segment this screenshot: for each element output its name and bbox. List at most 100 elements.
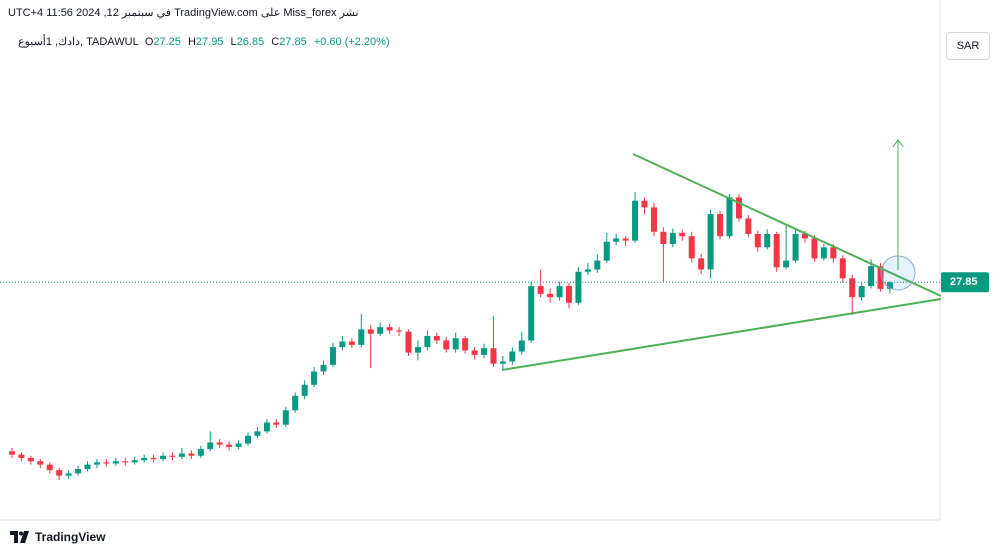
last-price-box bbox=[941, 272, 989, 293]
candle-body bbox=[348, 341, 355, 345]
candle-body bbox=[575, 271, 582, 303]
low-value: 26.85 bbox=[236, 36, 265, 48]
ohlc-letter: O bbox=[144, 36, 154, 48]
open-value: 27.25 bbox=[153, 36, 181, 48]
candle-body bbox=[443, 340, 450, 350]
candle-body bbox=[178, 453, 185, 457]
candle-body bbox=[292, 395, 299, 411]
candle-body bbox=[745, 218, 752, 235]
candle-body bbox=[707, 214, 714, 270]
candle-body bbox=[792, 234, 799, 261]
candle-body bbox=[839, 258, 846, 279]
candle-body bbox=[216, 442, 223, 445]
candle-body bbox=[122, 461, 129, 463]
last-price-label: 27.85 bbox=[950, 276, 978, 288]
legend: دادك, 1أسبوع, TADAWUL O27.25 H27.95 L26.… bbox=[18, 35, 394, 48]
candle-body bbox=[188, 453, 195, 456]
candle-body bbox=[141, 457, 148, 461]
candle-body bbox=[263, 422, 270, 432]
candle-body bbox=[641, 200, 648, 208]
ohlc-letter: C bbox=[271, 36, 280, 48]
candle-body bbox=[603, 241, 610, 261]
candle-body bbox=[27, 457, 34, 462]
candle-body bbox=[150, 457, 157, 460]
candle-body bbox=[735, 197, 742, 219]
candle-body bbox=[56, 470, 63, 476]
candle-body bbox=[518, 340, 525, 352]
candle-body bbox=[254, 431, 261, 436]
candle-body bbox=[18, 454, 25, 458]
candle-body bbox=[282, 410, 289, 425]
candle-body bbox=[698, 258, 705, 270]
candle-body bbox=[499, 361, 506, 364]
candle-body bbox=[886, 282, 893, 289]
candle-body bbox=[37, 461, 44, 465]
candle-body bbox=[830, 247, 837, 259]
candle-body bbox=[245, 435, 252, 444]
candle-body bbox=[490, 348, 497, 364]
candle-body bbox=[46, 464, 53, 471]
candle-body bbox=[868, 266, 875, 287]
candle-body bbox=[424, 336, 431, 348]
candle-body bbox=[820, 247, 827, 259]
candle-body bbox=[679, 232, 686, 237]
candle-body bbox=[481, 348, 488, 355]
candle-body bbox=[858, 286, 865, 298]
candle-body bbox=[717, 214, 724, 237]
candle-body bbox=[509, 351, 516, 362]
candle-body bbox=[669, 232, 676, 244]
candle-body bbox=[301, 384, 308, 396]
candle-body bbox=[660, 231, 667, 244]
candle-body bbox=[329, 347, 336, 365]
candle-body bbox=[367, 329, 374, 334]
candle-body bbox=[273, 422, 280, 425]
symbol: دادك, 1أسبوع, TADAWUL bbox=[18, 36, 139, 48]
candle-body bbox=[386, 327, 393, 331]
candle-body bbox=[358, 329, 365, 345]
currency-button[interactable]: SAR bbox=[946, 32, 990, 60]
candle-body bbox=[320, 364, 327, 372]
candle-body bbox=[471, 350, 478, 355]
candle-body bbox=[537, 286, 544, 294]
candles bbox=[0, 191, 940, 481]
candle-body bbox=[131, 460, 138, 463]
trend-line bbox=[632, 153, 942, 297]
candle-body bbox=[462, 338, 469, 351]
candle-body bbox=[811, 238, 818, 259]
axes: 27.85 bbox=[941, 272, 989, 293]
candle-body bbox=[396, 330, 403, 332]
candle-body bbox=[160, 455, 167, 460]
candle-body bbox=[112, 461, 119, 464]
candle-body bbox=[377, 327, 384, 334]
candle-body bbox=[726, 197, 733, 237]
candle-body bbox=[764, 234, 771, 248]
arrow-head bbox=[892, 139, 904, 148]
candle-body bbox=[226, 444, 233, 447]
change: +0.60 (+2.20%) bbox=[313, 36, 390, 48]
candle-body bbox=[339, 341, 346, 348]
trend-line bbox=[501, 298, 942, 371]
logo bbox=[10, 531, 29, 543]
candle-body bbox=[405, 331, 412, 353]
highlight-circle bbox=[880, 255, 916, 291]
candle-body bbox=[547, 293, 554, 298]
candle-body bbox=[65, 473, 72, 476]
candle-body bbox=[584, 269, 591, 272]
candle-body bbox=[433, 336, 440, 341]
ohlc-letter: H bbox=[187, 36, 196, 48]
candle-body bbox=[235, 443, 242, 447]
candle-body bbox=[594, 260, 601, 270]
close-value: 27.85 bbox=[279, 36, 307, 48]
candle-body bbox=[414, 347, 421, 353]
candle-body bbox=[93, 462, 100, 465]
candle-body bbox=[773, 234, 780, 268]
candle-body bbox=[650, 207, 657, 232]
candle-body bbox=[783, 260, 790, 268]
candle-body bbox=[877, 266, 884, 289]
candle-body bbox=[103, 462, 110, 464]
high-value: 27.95 bbox=[195, 36, 224, 48]
candle-body bbox=[613, 238, 620, 242]
ohlc-letter: L bbox=[230, 36, 237, 48]
